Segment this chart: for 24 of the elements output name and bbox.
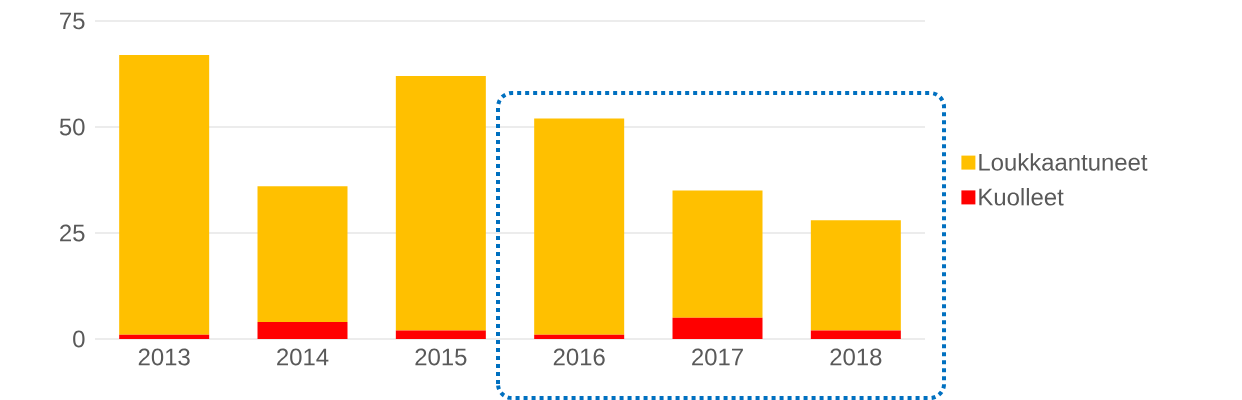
bar [672,190,763,318]
x-tick-label: 2015 [415,348,467,366]
x-tick-label: 2016 [553,348,605,366]
y-tick-label: 25 [60,224,85,242]
bar [119,334,210,339]
bar [810,330,901,339]
bar [257,186,348,323]
y-tick-label: 75 [60,12,85,30]
bar [534,118,625,335]
bar [257,322,348,339]
bar [672,317,763,339]
x-tick-label: 2017 [692,348,743,366]
bar [395,330,486,339]
bar [534,334,625,339]
y-tick-label: 0 [73,330,85,348]
bar [395,76,486,331]
bar [810,220,901,331]
y-tick-label: 50 [59,118,85,136]
legend-label: Kuolleet [979,187,1064,206]
bar [119,54,210,335]
legend-label: Loukkaantuneet [979,153,1148,171]
x-tick-label: 2013 [138,348,190,366]
x-tick-label: 2014 [277,348,329,366]
x-tick-label: 2018 [830,348,882,366]
